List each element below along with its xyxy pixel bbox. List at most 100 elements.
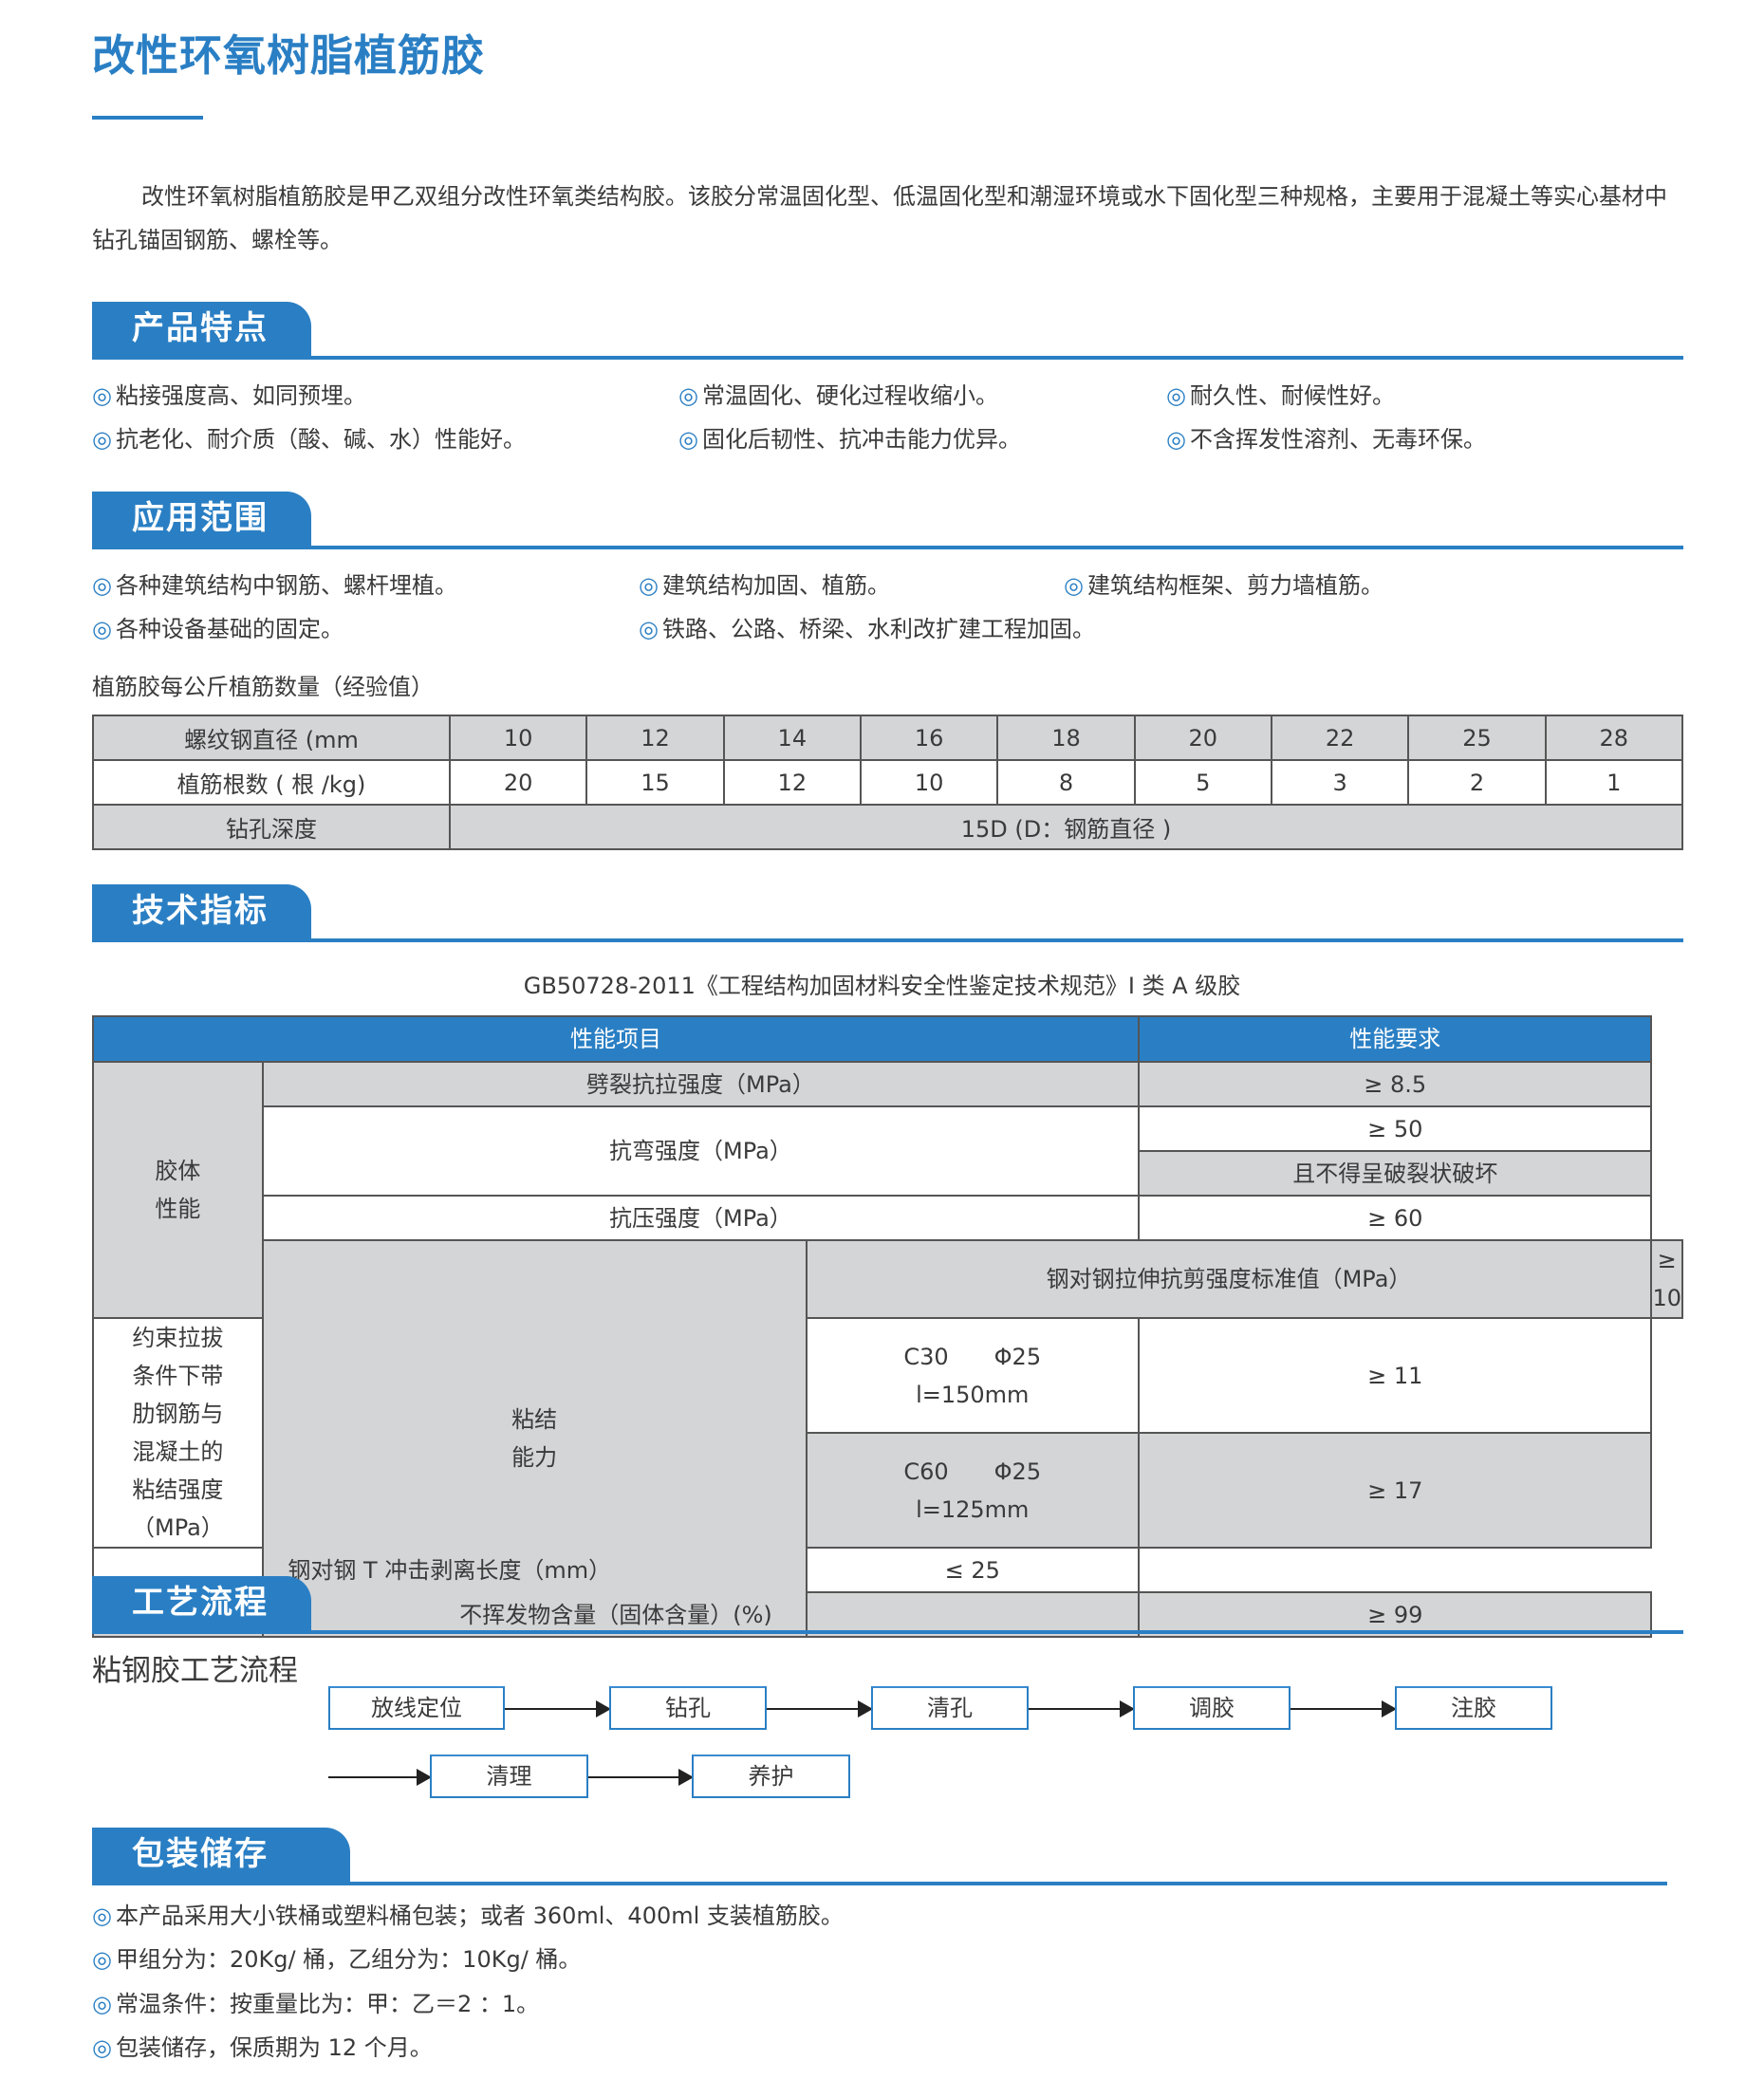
circle-bullet-icon: ◎ <box>639 616 659 642</box>
packaging-text: 本产品采用大小铁桶或塑料桶包装；或者 360ml、400ml 支装植筋胶。 <box>115 1903 844 1929</box>
row-label: 钻孔深度 <box>92 804 451 850</box>
table-cell: ≥ 8.5 <box>1137 1061 1653 1107</box>
table-header-row: 性能项目 性能要求 <box>92 1015 1682 1063</box>
section-specs-heading: 技术指标 <box>92 884 311 940</box>
table-cell: 2 <box>1407 759 1547 806</box>
table-cell: 20 <box>448 759 588 806</box>
intro-text: 改性环氧树脂植筋胶是甲乙双组分改性环氧类结构胶。该胶分常温固化型、低温固化型和潮… <box>92 183 1667 253</box>
table-cell: ≥ 17 <box>1137 1432 1653 1549</box>
table-row: 粘结 能力 钢对钢拉伸抗剪强度标准值（MPa） ≥ 10 <box>93 1239 1683 1638</box>
section-features-heading: 产品特点 <box>92 302 311 358</box>
circle-bullet-icon: ◎ <box>92 1903 112 1929</box>
table-cell: 16 <box>859 715 999 761</box>
group-label: 胶体 性能 <box>92 1061 264 1319</box>
application-text: 建筑结构加固、植筋。 <box>661 572 890 599</box>
application-item: ◎ 各种设备基础的固定。 <box>92 615 344 643</box>
section-applications-heading: 应用范围 <box>92 492 311 548</box>
application-text: 建筑结构框架、剪力墙植筋。 <box>1086 572 1383 599</box>
table-row: 钢对钢 T 冲击剥离长度（mm） ≤ 25 <box>92 1547 1682 1593</box>
arrow-right-icon <box>767 1700 873 1717</box>
table-cell: 15D (D：钢筋直径 ) <box>449 804 1683 850</box>
table-cell: 钢对钢拉伸抗剪强度标准值（MPa） <box>805 1239 1653 1319</box>
application-text: 铁路、公路、桥梁、水利改扩建工程加固。 <box>661 616 1095 642</box>
table-cell: 22 <box>1270 715 1410 761</box>
circle-bullet-icon: ◎ <box>678 426 698 453</box>
table-row: 螺纹钢直径 (mm 10 12 14 16 18 20 22 25 28 <box>92 715 1684 761</box>
feature-item: ◎ 固化后韧性、抗冲击能力优异。 <box>678 425 1021 454</box>
circle-bullet-icon: ◎ <box>92 1991 112 2017</box>
process-step: 调胶 <box>1133 1686 1291 1730</box>
section-process-heading: 工艺流程 <box>92 1576 311 1632</box>
feature-item: ◎ 抗老化、耐介质（酸、碱、水）性能好。 <box>92 425 526 454</box>
table-cell: 劈裂抗拉强度（MPa） <box>261 1061 1140 1107</box>
application-item: ◎ 建筑结构加固、植筋。 <box>639 571 890 600</box>
feature-text: 不含挥发性溶剂、无毒环保。 <box>1189 426 1486 453</box>
application-text: 各种设备基础的固定。 <box>115 616 344 642</box>
title-underline <box>92 116 203 120</box>
rebar-table: 螺纹钢直径 (mm 10 12 14 16 18 20 22 25 28 植筋根数 ( 根 /k… <box>92 715 1684 850</box>
table-cell: ≥ 99 <box>1137 1591 1653 1638</box>
arrow-right-icon <box>588 1769 694 1786</box>
packaging-item: ◎ 常温条件：按重量比为：甲：乙＝2 ：1。 <box>92 1990 539 2018</box>
table-cell: 3 <box>1270 759 1410 806</box>
column-header: 性能要求 <box>1137 1015 1653 1063</box>
intro-paragraph: 改性环氧树脂植筋胶是甲乙双组分改性环氧类结构胶。该胶分常温固化型、低温固化型和潮… <box>92 175 1686 262</box>
circle-bullet-icon: ◎ <box>92 426 112 453</box>
table-row: 抗弯强度（MPa） ≥ 50 <box>93 1105 1682 1197</box>
table-cell: 钢对钢 T 冲击剥离长度（mm） <box>92 1547 808 1593</box>
table-cell: 28 <box>1544 715 1684 761</box>
circle-bullet-icon: ◎ <box>1166 426 1186 453</box>
process-label: 粘钢胶工艺流程 <box>92 1654 298 1688</box>
process-step: 钻孔 <box>609 1686 767 1730</box>
arrow-right-icon <box>1029 1700 1135 1717</box>
row-label: 螺纹钢直径 (mm <box>92 715 451 761</box>
table-cell: 抗弯强度（MPa） <box>261 1105 1140 1197</box>
specs-table: 性能项目 性能要求 胶体 性能 劈裂抗拉强度（MPa） ≥ 8.5 抗弯强度（M… <box>92 1015 1683 1638</box>
circle-bullet-icon: ◎ <box>92 1946 112 1973</box>
packaging-text: 包装储存，保质期为 12 个月。 <box>115 2034 433 2061</box>
table-cell: ≥ 60 <box>1137 1195 1653 1241</box>
application-item: ◎ 各种建筑结构中钢筋、螺杆埋植。 <box>92 571 457 600</box>
feature-text: 抗老化、耐介质（酸、碱、水）性能好。 <box>115 426 526 453</box>
table-cell: ≥ 10 <box>1650 1239 1683 1319</box>
table-row: 钻孔深度 15D (D：钢筋直径 ) <box>92 804 1683 850</box>
process-step: 注胶 <box>1395 1686 1552 1730</box>
arrow-right-icon <box>328 1769 432 1786</box>
table-cell: ≥ 50 <box>1137 1105 1653 1152</box>
table-cell: 18 <box>996 715 1136 761</box>
feature-item: ◎ 粘接强度高、如同预埋。 <box>92 381 366 410</box>
table-cell: 12 <box>585 715 725 761</box>
table-cell: ≤ 25 <box>805 1547 1140 1593</box>
circle-bullet-icon: ◎ <box>639 572 659 599</box>
column-header: 性能项目 <box>92 1015 1140 1063</box>
row-label: 植筋根数 ( 根 /kg) <box>92 759 451 806</box>
section-divider <box>92 1630 1683 1634</box>
section-divider <box>92 938 1683 942</box>
packaging-text: 甲组分为：20Kg/ 桶，乙组分为：10Kg/ 桶。 <box>115 1946 582 1973</box>
section-divider <box>92 546 1683 549</box>
table-cell: C60 Φ25 l=125mm <box>805 1432 1140 1549</box>
table-cell: 20 <box>1133 715 1272 761</box>
table-cell: 15 <box>585 759 725 806</box>
table-cell: 25 <box>1407 715 1547 761</box>
table-cell: 约束拉拔条件下带肋钢筋与混凝土的粘结强度（MPa） <box>92 1317 264 1549</box>
circle-bullet-icon: ◎ <box>678 382 698 409</box>
table-row: 约束拉拔条件下带肋钢筋与混凝土的粘结强度（MPa） C30 Φ25 l=150m… <box>92 1317 1682 1549</box>
process-step: 清理 <box>430 1755 588 1798</box>
section-packaging-heading: 包装储存 <box>92 1828 350 1884</box>
table-cell: 5 <box>1133 759 1272 806</box>
circle-bullet-icon: ◎ <box>92 616 112 642</box>
packaging-item: ◎ 本产品采用大小铁桶或塑料桶包装；或者 360ml、400ml 支装植筋胶。 <box>92 1902 844 1930</box>
packaging-item: ◎ 包装储存，保质期为 12 个月。 <box>92 2033 433 2062</box>
table-cell: 8 <box>996 759 1136 806</box>
feature-text: 固化后韧性、抗冲击能力优异。 <box>701 426 1021 453</box>
section-divider <box>92 356 1683 360</box>
process-step: 放线定位 <box>328 1686 505 1730</box>
circle-bullet-icon: ◎ <box>1064 572 1084 599</box>
table-cell: 1 <box>1544 759 1684 806</box>
feature-text: 常温固化、硬化过程收缩小。 <box>701 382 998 409</box>
table-cell: 14 <box>722 715 862 761</box>
table-row: 抗压强度（MPa） ≥ 60 <box>93 1195 1682 1241</box>
application-item: ◎ 建筑结构框架、剪力墙植筋。 <box>1064 571 1383 600</box>
circle-bullet-icon: ◎ <box>92 572 112 599</box>
